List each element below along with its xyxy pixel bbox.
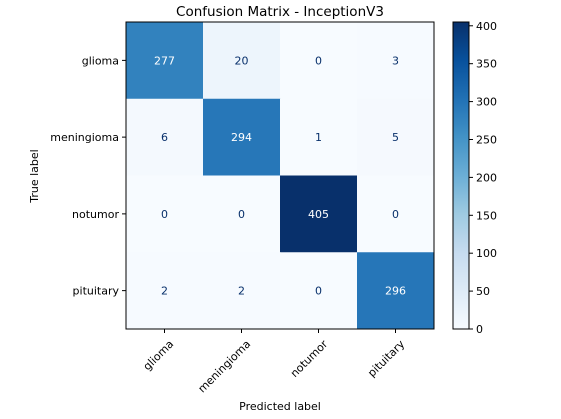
cell-value-label: 277 (154, 54, 175, 67)
heatmap-cell-notumor-glioma (126, 175, 204, 253)
colorbar: 0 50 100 150 200 250 300 350 400 (452, 20, 497, 336)
y-tick-label: glioma (82, 54, 119, 67)
colorbar-gradient (452, 21, 470, 330)
cell-value-label: 2 (238, 285, 245, 298)
heatmap-cell-pituitary-notumor (280, 252, 358, 330)
x-tick-label: pituitary (365, 337, 407, 379)
y-tick-label: notumor (72, 208, 119, 221)
heatmap-cell-notumor-meningioma (203, 175, 281, 253)
colorbar-tick-label: 250 (476, 133, 497, 146)
heatmap-cell-pituitary-glioma (126, 252, 204, 330)
y-axis-label: True label (28, 149, 41, 203)
heatmap-cell-notumor-notumor (280, 175, 358, 253)
heatmap-cell-glioma-glioma (126, 22, 204, 100)
cell-value-label: 0 (161, 208, 168, 221)
heatmap-cell-glioma-meningioma (203, 22, 281, 100)
cell-value-label: 405 (308, 208, 329, 221)
heatmap-cells (126, 22, 435, 330)
heatmap-cell-meningioma-pituitary (357, 98, 435, 176)
cell-value-label: 0 (238, 208, 245, 221)
colorbar-tick-label: 400 (476, 20, 497, 33)
x-tick-label: notumor (288, 337, 331, 380)
chart-title: Confusion Matrix - InceptionV3 (176, 4, 384, 20)
y-tick-label: pituitary (73, 285, 120, 298)
plot-frame (125, 21, 435, 330)
heatmap-cell-pituitary-pituitary (357, 252, 435, 330)
heatmap-cell-glioma-notumor (280, 22, 358, 100)
colorbar-tick-label: 50 (476, 285, 490, 298)
heatmap-cell-meningioma-glioma (126, 98, 204, 176)
cell-value-label: 3 (392, 54, 399, 67)
y-axis-ticks: glioma meningioma notumor pituitary (50, 54, 126, 298)
cell-value-label: 20 (235, 54, 249, 67)
colorbar-tick-label: 100 (476, 247, 497, 260)
x-axis-ticks: glioma meningioma notumor pituitary (141, 329, 408, 395)
cell-value-label: 294 (231, 131, 252, 144)
heatmap-cell-glioma-pituitary (357, 22, 435, 100)
colorbar-tick-label: 0 (476, 323, 483, 336)
heatmap-cell-pituitary-meningioma (203, 252, 281, 330)
cell-value-label: 1 (315, 131, 322, 144)
cell-value-label: 6 (161, 131, 168, 144)
x-tick-label: glioma (141, 338, 177, 374)
colorbar-tick-label: 200 (476, 171, 497, 184)
cell-value-label: 5 (392, 131, 399, 144)
cell-value-label: 0 (315, 54, 322, 67)
heatmap-cell-notumor-pituitary (357, 175, 435, 253)
heatmap-cell-meningioma-notumor (280, 98, 358, 176)
cell-value-label: 296 (385, 285, 406, 298)
cell-value-label: 0 (315, 285, 322, 298)
colorbar-tick-label: 350 (476, 58, 497, 71)
x-axis-label: Predicted label (239, 400, 321, 413)
heatmap-cell-labels: 277 20 0 36 294 1 50 0 405 02 2 0 296 (154, 54, 406, 297)
x-tick-label: meningioma (195, 338, 253, 396)
heatmap-cell-meningioma-meningioma (203, 98, 281, 176)
colorbar-tick-label: 300 (476, 96, 497, 109)
cell-value-label: 0 (392, 208, 399, 221)
cell-value-label: 2 (161, 285, 168, 298)
y-tick-label: meningioma (50, 131, 119, 144)
colorbar-tick-label: 150 (476, 209, 497, 222)
